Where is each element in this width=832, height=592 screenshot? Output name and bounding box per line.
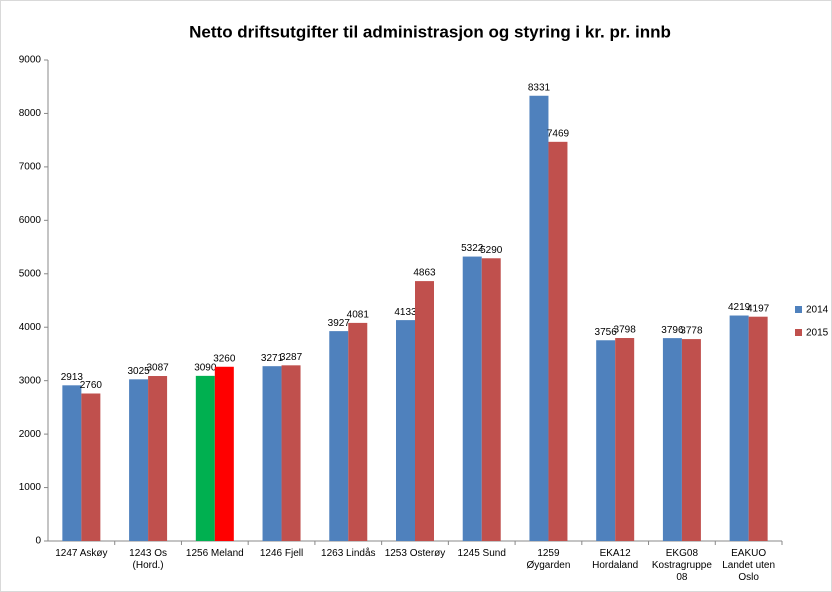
x-tick-label: 1245 Sund — [457, 548, 506, 559]
bar — [529, 95, 549, 541]
bar — [81, 393, 101, 541]
data-label: 3271 — [261, 353, 284, 364]
data-label: 7469 — [547, 128, 570, 139]
bar — [462, 256, 482, 541]
y-tick-label: 3000 — [19, 375, 42, 386]
data-label: 3927 — [328, 318, 351, 329]
data-label: 4863 — [413, 268, 436, 279]
x-tick-label: EKG08 Kostragruppe 08 — [651, 548, 712, 583]
data-label: 4219 — [728, 302, 751, 313]
bar — [596, 340, 616, 541]
legend-swatch — [795, 306, 802, 313]
data-label: 3756 — [595, 327, 618, 338]
x-tick-label: 1253 Osterøy — [384, 548, 446, 559]
x-tick-label: 1243 Os (Hord.) — [129, 548, 167, 571]
y-tick-label: 7000 — [19, 162, 42, 173]
data-label: 2913 — [61, 372, 84, 383]
y-tick-label: 4000 — [19, 322, 42, 333]
data-label: 3798 — [614, 325, 637, 336]
bar — [729, 315, 749, 541]
data-label: 3287 — [280, 352, 303, 363]
x-tick-label: 1246 Fjell — [259, 548, 304, 559]
x-tick-label: EKA12 Hordaland — [592, 548, 639, 571]
bar — [348, 322, 368, 541]
bar — [415, 281, 434, 541]
legend-label: 2014 — [806, 305, 829, 316]
bar — [396, 320, 415, 541]
data-label: 4081 — [347, 310, 370, 321]
x-tick-label: 1259 Øygarden — [526, 548, 571, 571]
data-label: 3090 — [194, 362, 217, 373]
bar — [62, 385, 82, 541]
chart-title: Netto driftsutgifter til administrasjon … — [189, 22, 671, 41]
data-label: 8331 — [528, 82, 551, 93]
data-label: 3796 — [661, 325, 684, 336]
bar — [281, 365, 301, 541]
data-label: 3778 — [680, 326, 703, 337]
bar — [148, 376, 168, 541]
data-label: 3260 — [213, 353, 236, 364]
y-tick-label: 1000 — [19, 482, 42, 493]
bar — [129, 379, 149, 541]
legend-label: 2015 — [806, 328, 829, 339]
y-tick-label: 6000 — [19, 215, 42, 226]
x-tick-label: 1247 Askøy — [55, 548, 108, 559]
bar — [615, 338, 635, 541]
x-tick-label: 1263 Lindås — [321, 548, 376, 559]
x-tick-label: EAKUO Landet uten Oslo — [722, 548, 776, 583]
bar — [195, 375, 215, 541]
bar — [262, 366, 282, 541]
data-label: 4133 — [394, 307, 417, 318]
bar — [329, 331, 349, 541]
data-label: 3087 — [146, 363, 169, 374]
y-tick-label: 8000 — [19, 108, 42, 119]
y-tick-label: 9000 — [19, 55, 42, 66]
bar — [548, 141, 568, 542]
data-label: 4197 — [747, 303, 770, 314]
y-tick-label: 5000 — [19, 268, 42, 279]
bar — [481, 258, 501, 541]
data-label: 3025 — [127, 366, 150, 377]
bar — [681, 339, 701, 541]
bar — [214, 366, 234, 541]
legend-swatch — [795, 329, 802, 336]
data-label: 2760 — [80, 380, 103, 391]
y-tick-label: 2000 — [19, 429, 42, 440]
data-label: 5290 — [480, 245, 503, 256]
y-tick-label: 0 — [35, 536, 41, 547]
data-label: 5322 — [461, 243, 484, 254]
bar — [662, 338, 682, 541]
bar — [748, 316, 768, 541]
x-tick-label: 1256 Meland — [185, 548, 244, 559]
